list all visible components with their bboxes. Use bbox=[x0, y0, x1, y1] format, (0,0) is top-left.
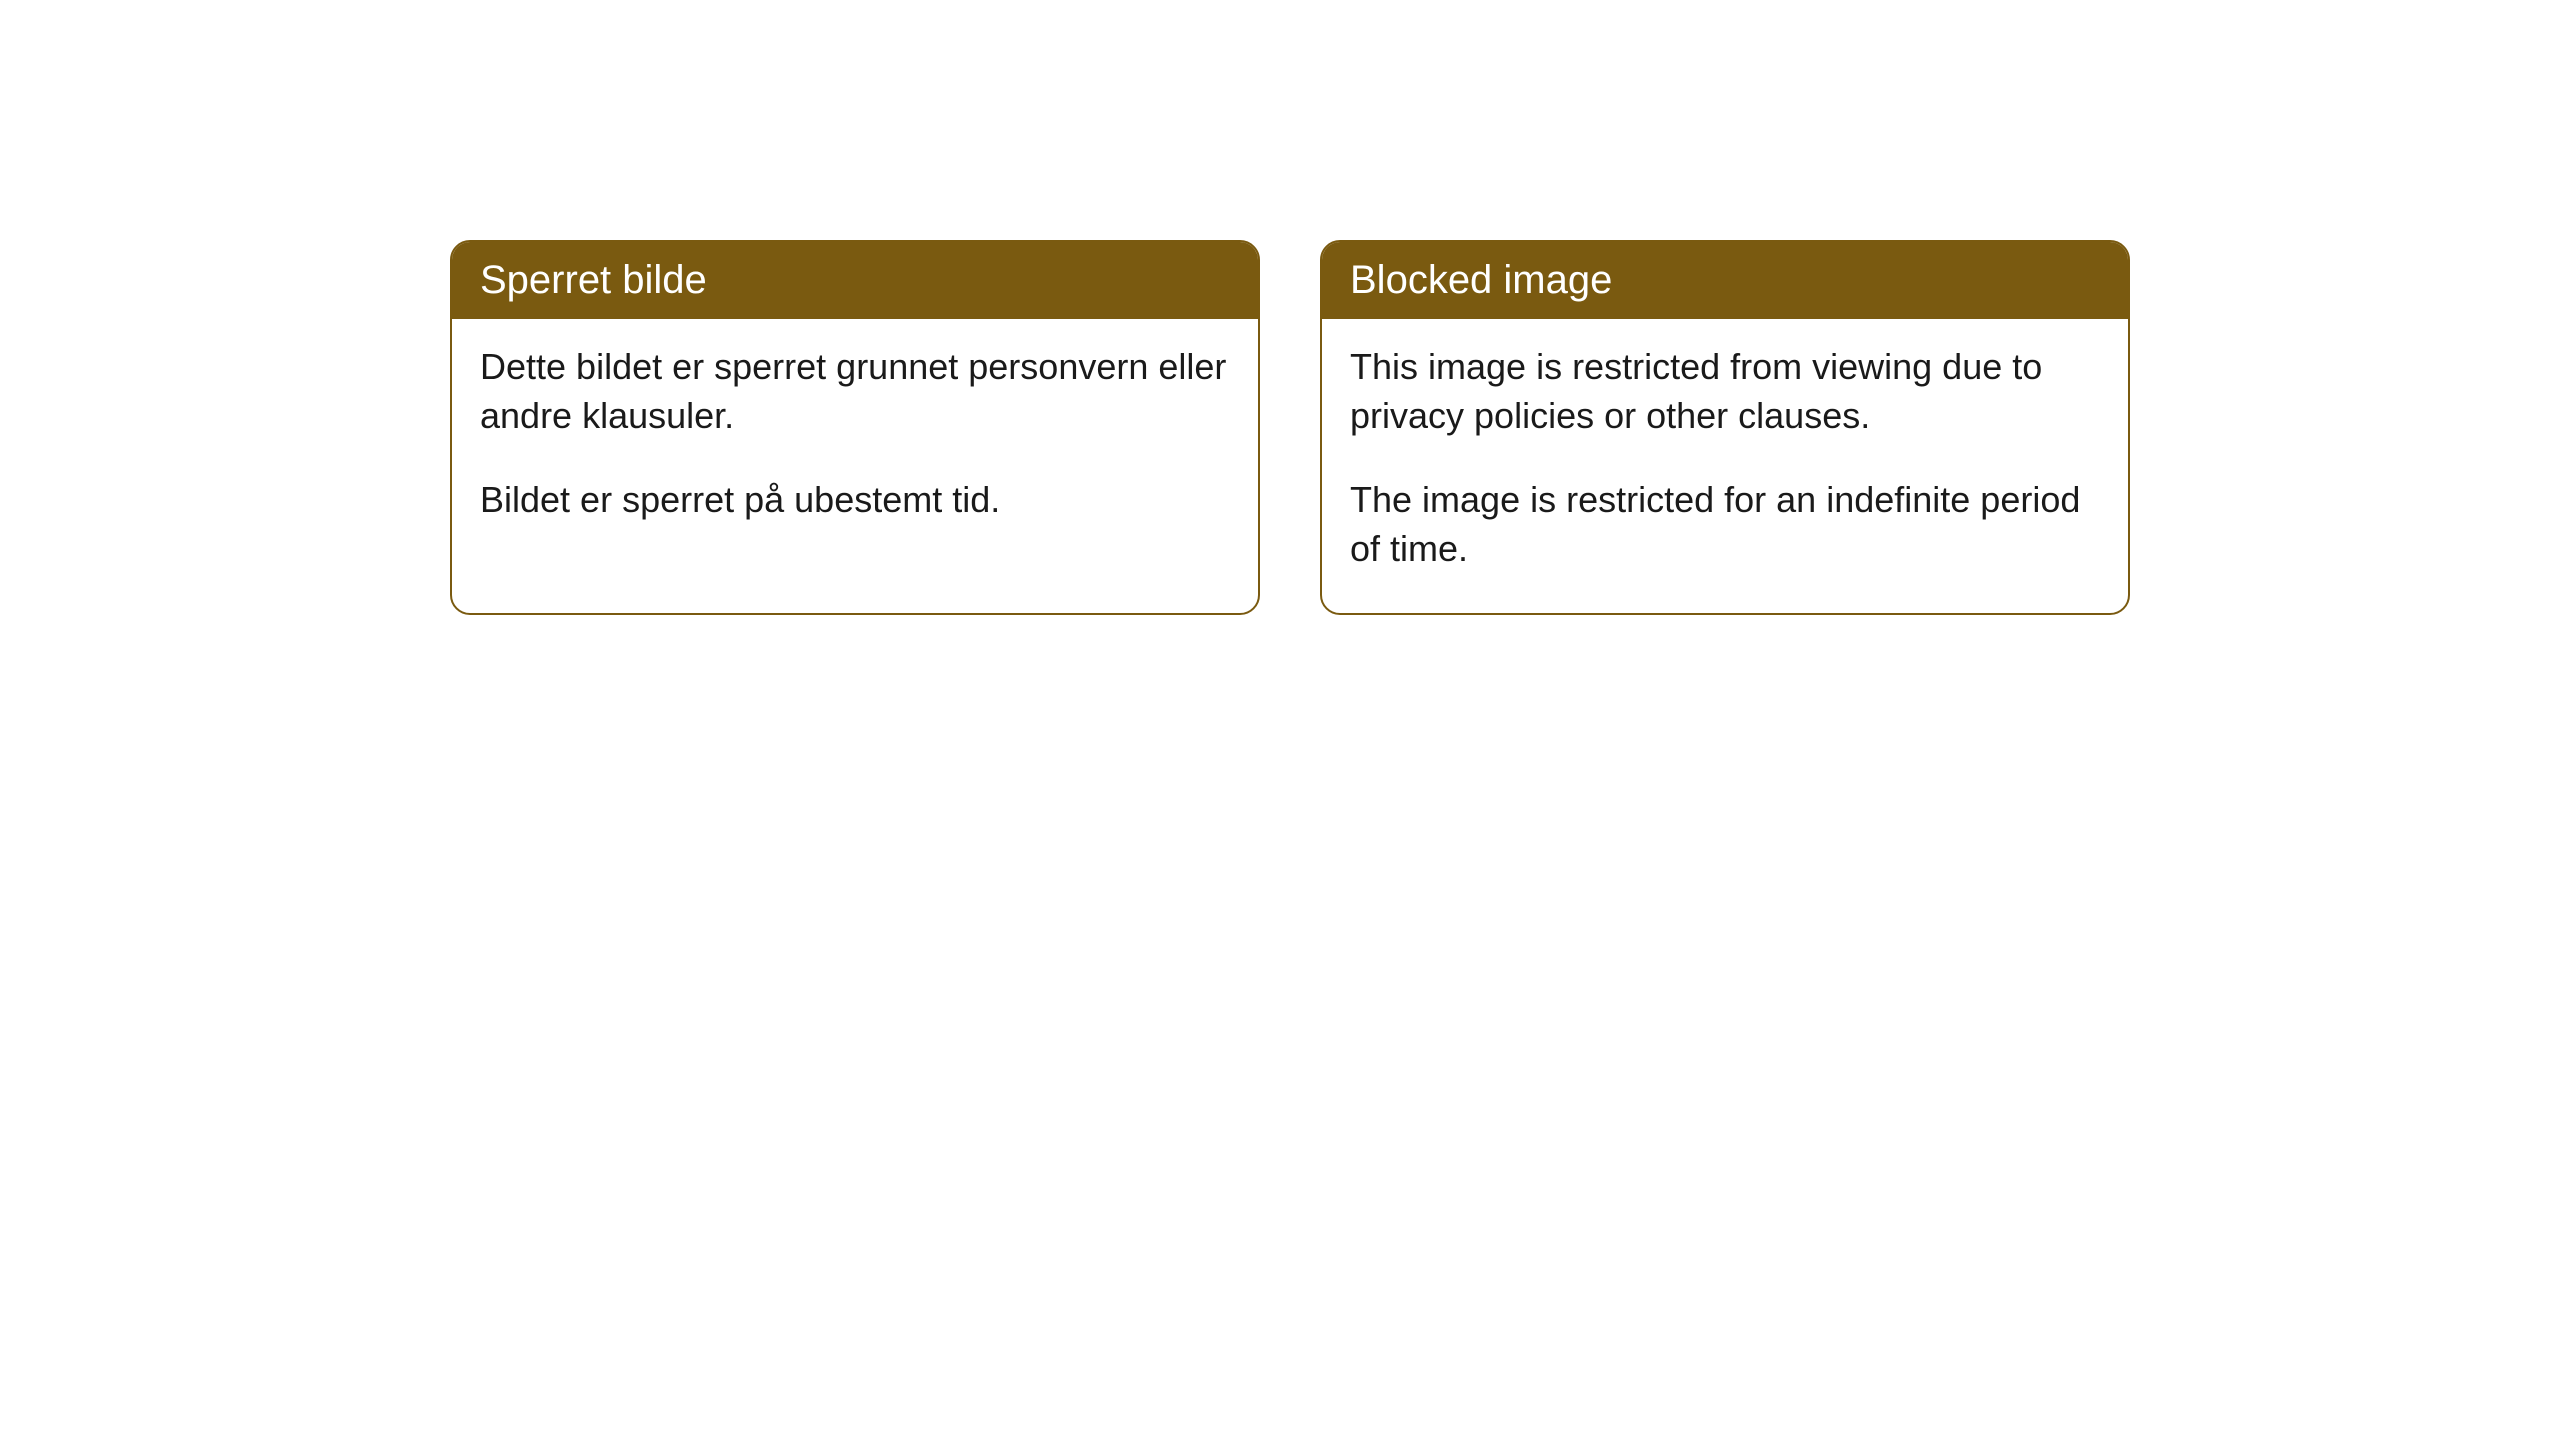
card-title: Sperret bilde bbox=[480, 258, 707, 302]
card-title: Blocked image bbox=[1350, 258, 1612, 302]
card-body-norwegian: Dette bildet er sperret grunnet personve… bbox=[452, 319, 1258, 565]
card-paragraph: The image is restricted for an indefinit… bbox=[1350, 476, 2100, 573]
card-paragraph: Dette bildet er sperret grunnet personve… bbox=[480, 343, 1230, 440]
card-header-english: Blocked image bbox=[1322, 242, 2128, 319]
notice-cards-container: Sperret bilde Dette bildet er sperret gr… bbox=[450, 240, 2560, 615]
card-paragraph: This image is restricted from viewing du… bbox=[1350, 343, 2100, 440]
card-header-norwegian: Sperret bilde bbox=[452, 242, 1258, 319]
card-paragraph: Bildet er sperret på ubestemt tid. bbox=[480, 476, 1230, 525]
card-body-english: This image is restricted from viewing du… bbox=[1322, 319, 2128, 613]
notice-card-english: Blocked image This image is restricted f… bbox=[1320, 240, 2130, 615]
notice-card-norwegian: Sperret bilde Dette bildet er sperret gr… bbox=[450, 240, 1260, 615]
